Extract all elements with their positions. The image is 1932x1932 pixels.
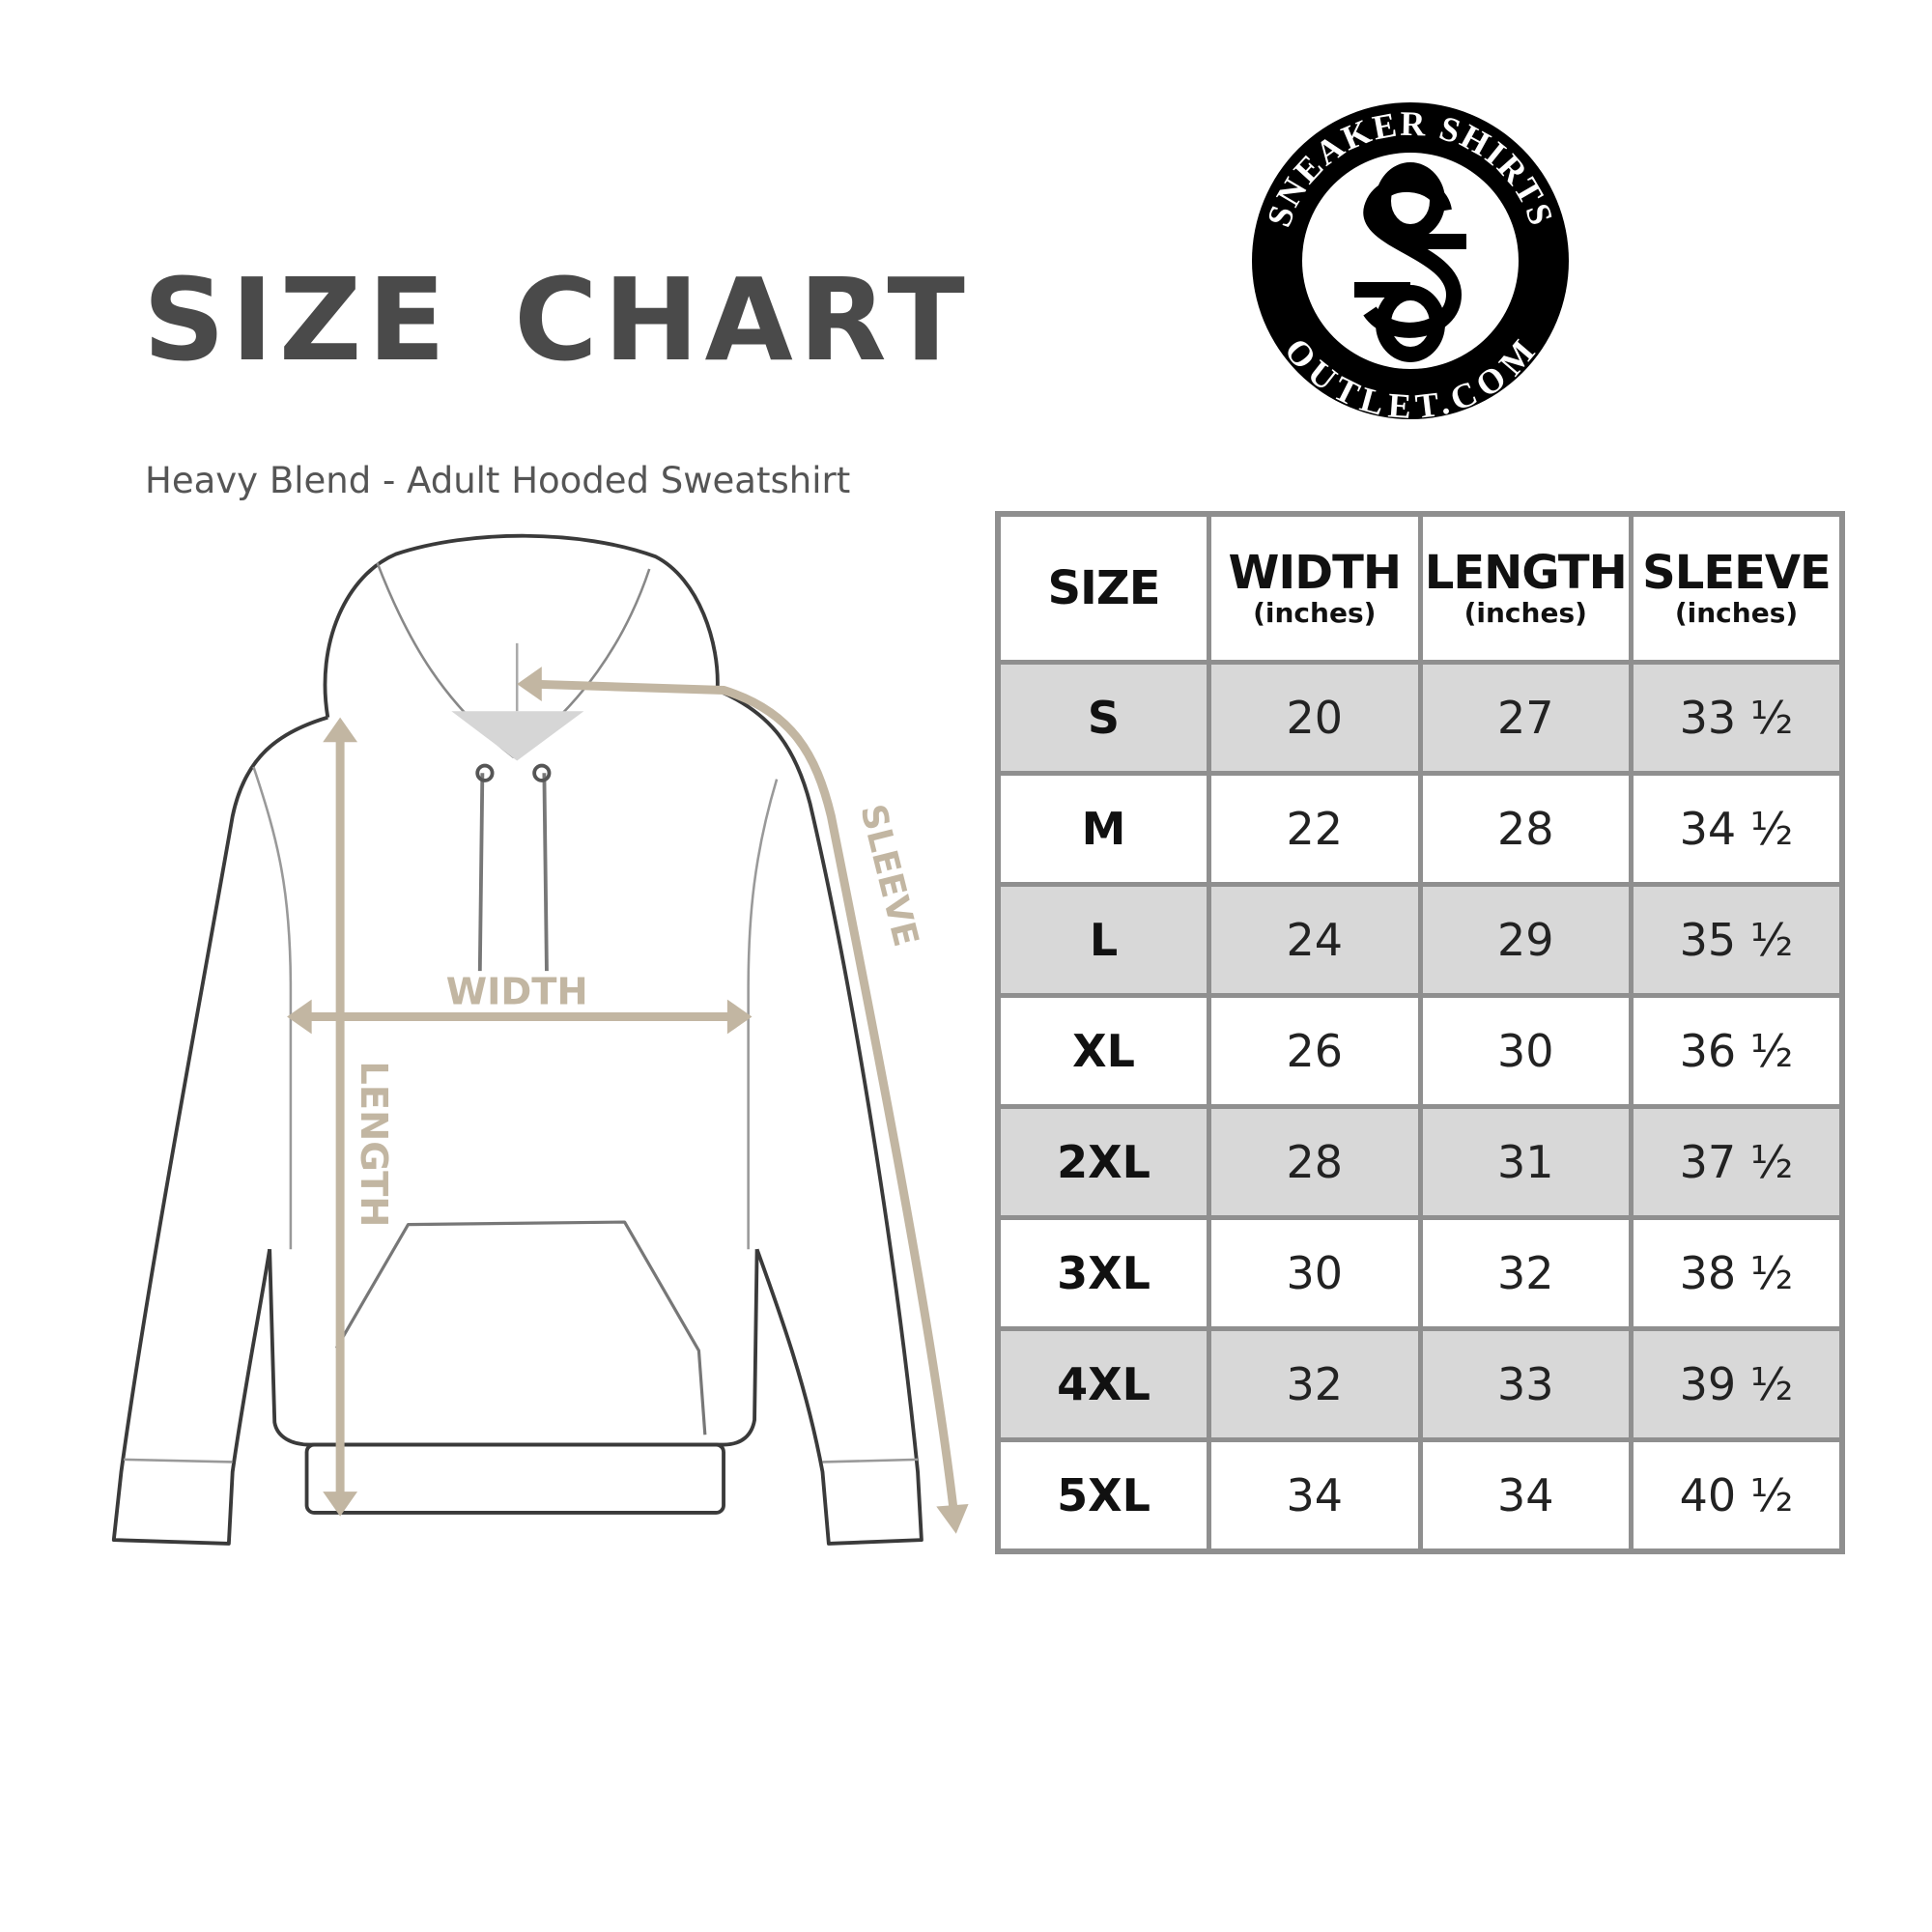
- cell-width: 32: [1207, 1326, 1423, 1442]
- cell-size: S: [995, 660, 1211, 776]
- cell-length: 31: [1417, 1104, 1634, 1220]
- cell-length: 32: [1417, 1215, 1634, 1331]
- cell-length: 33: [1417, 1326, 1634, 1442]
- cell-width: 24: [1207, 882, 1423, 998]
- cell-sleeve: 38 ½: [1629, 1215, 1845, 1331]
- cell-length: 29: [1417, 882, 1634, 998]
- table-row: 2XL 28 31 37 ½: [995, 1104, 1845, 1220]
- cell-length: 30: [1417, 993, 1634, 1109]
- cell-width: 20: [1207, 660, 1423, 776]
- table-row: 5XL 34 34 40 ½: [995, 1437, 1845, 1554]
- cell-size: L: [995, 882, 1211, 998]
- cell-length: 34: [1417, 1437, 1634, 1554]
- cell-sleeve: 37 ½: [1629, 1104, 1845, 1220]
- sleeve-arrow: [525, 679, 959, 1526]
- cell-size: M: [995, 771, 1211, 887]
- cell-sleeve: 40 ½: [1629, 1437, 1845, 1554]
- header-size: SIZE: [995, 511, 1211, 665]
- cell-width: 28: [1207, 1104, 1423, 1220]
- cell-size: XL: [995, 993, 1211, 1109]
- measure-arrows: [292, 679, 959, 1526]
- cell-sleeve: 34 ½: [1629, 771, 1845, 887]
- sleeve-label: SLEEVE: [852, 801, 925, 951]
- sneaker-shirts-logo: SNEAKER SHIRTS OUTLET.COM: [1252, 102, 1569, 425]
- header-sleeve: SLEEVE (inches): [1629, 511, 1845, 665]
- table-row: L 24 29 35 ½: [995, 882, 1845, 998]
- table-row: 3XL 30 32 38 ½: [995, 1215, 1845, 1331]
- cell-length: 28: [1417, 771, 1634, 887]
- width-label: WIDTH: [446, 971, 588, 1014]
- header-width: WIDTH (inches): [1207, 511, 1423, 665]
- header-length: LENGTH (inches): [1417, 511, 1634, 665]
- cell-width: 34: [1207, 1437, 1423, 1554]
- cell-sleeve: 39 ½: [1629, 1326, 1845, 1442]
- cell-size: 2XL: [995, 1104, 1211, 1220]
- table-row: S 20 27 33 ½: [995, 660, 1845, 776]
- cell-size: 5XL: [995, 1437, 1211, 1554]
- product-subtitle: Heavy Blend - Adult Hooded Sweatshirt: [145, 460, 851, 501]
- cell-size: 4XL: [995, 1326, 1211, 1442]
- cell-sleeve: 36 ½: [1629, 993, 1845, 1109]
- logo-monogram-icon: [1354, 162, 1466, 362]
- table-row: XL 26 30 36 ½: [995, 993, 1845, 1109]
- cell-width: 22: [1207, 771, 1423, 887]
- page-title: SIZE CHART: [143, 253, 971, 386]
- length-label: LENGTH: [352, 1061, 395, 1227]
- table-header-row: SIZE WIDTH (inches) LENGTH (inches) SLEEVE…: [995, 511, 1845, 665]
- cell-length: 27: [1417, 660, 1634, 776]
- size-table: SIZE WIDTH (inches) LENGTH (inches) SLEEVE…: [995, 511, 1845, 1554]
- table-row: M 22 28 34 ½: [995, 771, 1845, 887]
- cell-sleeve: 33 ½: [1629, 660, 1845, 776]
- cell-width: 30: [1207, 1215, 1423, 1331]
- cell-width: 26: [1207, 993, 1423, 1109]
- table-row: 4XL 32 33 39 ½: [995, 1326, 1845, 1442]
- neck-lining: [451, 711, 584, 761]
- arrow-heads: [287, 667, 969, 1534]
- cell-sleeve: 35 ½: [1629, 882, 1845, 998]
- cell-size: 3XL: [995, 1215, 1211, 1331]
- hoodie-outline: [111, 533, 923, 1546]
